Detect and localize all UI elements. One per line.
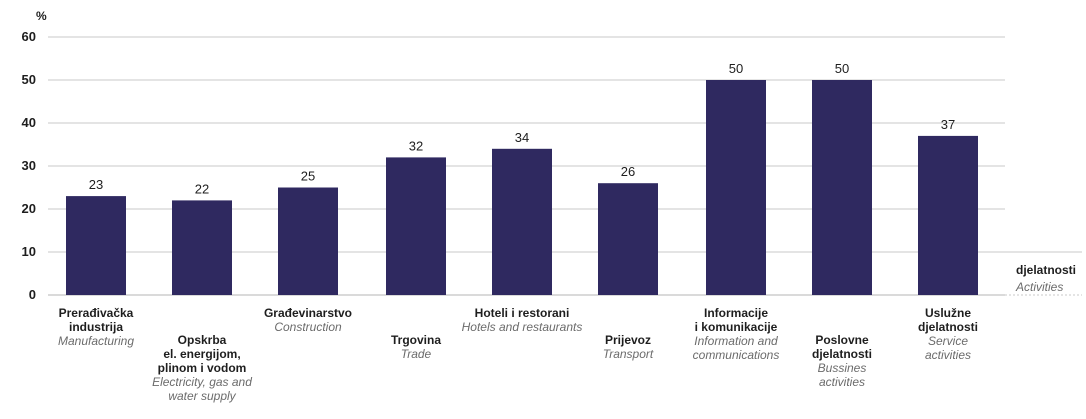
- bar: [386, 157, 446, 295]
- category-label-hr: Građevinarstvo: [264, 306, 352, 320]
- category-label-hr: Trgovina: [391, 333, 441, 347]
- y-tick-label: 10: [22, 244, 36, 259]
- category-label-en: Manufacturing: [58, 334, 134, 348]
- category-label-en: Electricity, gas and: [152, 375, 252, 389]
- bar: [492, 148, 552, 295]
- data-label: 50: [729, 61, 743, 76]
- data-labels: 23 22 25 32 34 26 50 50 37: [89, 61, 955, 196]
- bar: [172, 200, 232, 295]
- category-label-en: Construction: [274, 320, 342, 334]
- bar: [66, 196, 126, 295]
- data-label: 50: [835, 61, 849, 76]
- category-label-hr: industrija: [69, 320, 123, 334]
- category-label-hr: Poslovne: [815, 333, 869, 347]
- category-label-en: Hotels and restaurants: [462, 320, 583, 334]
- y-tick-label: 30: [22, 158, 36, 173]
- category-label-hr: plinom i vodom: [158, 361, 247, 375]
- category-label-en: activities: [925, 348, 971, 362]
- bar: [278, 187, 338, 295]
- data-label: 32: [409, 138, 423, 153]
- data-label: 37: [941, 117, 955, 132]
- category-label-en: water supply: [168, 389, 236, 403]
- y-tick-label: 60: [22, 29, 36, 44]
- category-label-en: communications: [693, 348, 780, 362]
- category-label-hr: Uslužne: [925, 306, 971, 320]
- x-axis-title-en: Activities: [1015, 280, 1063, 294]
- category-label-hr: el. energijom,: [163, 347, 240, 361]
- category-label-hr: Prijevoz: [605, 333, 651, 347]
- y-axis: % 0 10 20 30 40 50 60: [22, 9, 47, 302]
- data-label: 23: [89, 177, 103, 192]
- y-axis-unit-label: %: [36, 9, 47, 23]
- category-label-hr: Hoteli i restorani: [475, 306, 570, 320]
- x-axis-title-hr: djelatnosti: [1016, 263, 1076, 277]
- category-label-hr: Informacije: [704, 306, 768, 320]
- data-label: 34: [515, 130, 529, 145]
- bar: [706, 80, 766, 295]
- category-label-hr: i komunikacije: [695, 320, 778, 334]
- category-label-en: Trade: [401, 347, 432, 361]
- y-tick-label: 20: [22, 201, 36, 216]
- category-label-en: Transport: [603, 347, 654, 361]
- bar: [812, 80, 872, 295]
- category-label-hr: Opskrba: [178, 333, 227, 347]
- category-label-en: Service: [928, 334, 968, 348]
- y-tick-label: 50: [22, 72, 36, 87]
- category-label-en: activities: [819, 375, 865, 389]
- y-tick-label: 40: [22, 115, 36, 130]
- data-label: 22: [195, 181, 209, 196]
- x-axis-title: djelatnosti Activities: [1015, 263, 1076, 294]
- bar: [598, 183, 658, 295]
- data-label: 25: [301, 169, 315, 184]
- bars: [66, 80, 978, 295]
- bar: [918, 135, 978, 295]
- y-tick-label: 0: [29, 287, 36, 302]
- data-label: 26: [621, 164, 635, 179]
- category-label-hr: djelatnosti: [812, 347, 872, 361]
- category-label-hr: djelatnosti: [918, 320, 978, 334]
- category-label-en: Bussines: [818, 361, 867, 375]
- category-label-en: Information and: [694, 334, 778, 348]
- category-label-hr: Prerađivačka: [59, 306, 134, 320]
